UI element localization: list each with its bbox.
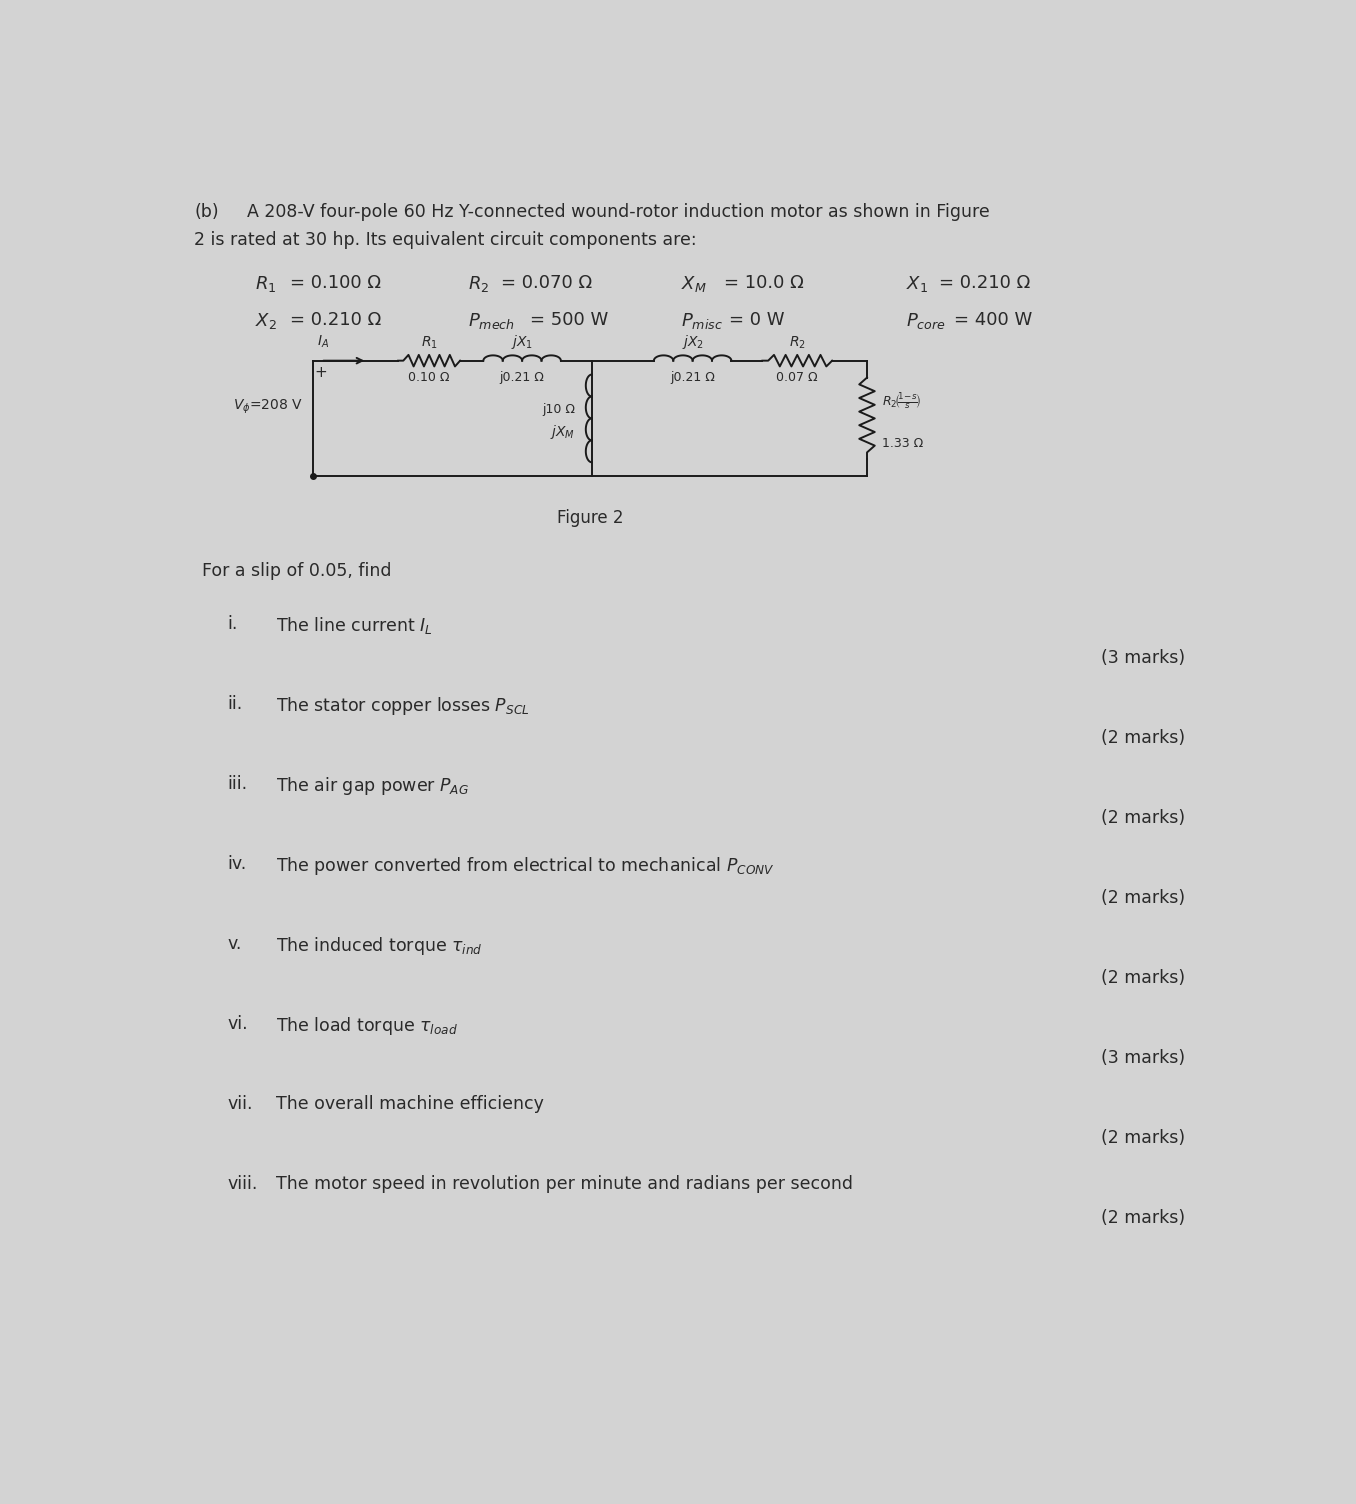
Text: The motor speed in revolution per minute and radians per second: The motor speed in revolution per minute… (277, 1175, 853, 1193)
Text: A 208-V four-pole 60 Hz Y-connected wound-rotor induction motor as shown in Figu: A 208-V four-pole 60 Hz Y-connected woun… (247, 203, 990, 221)
Text: = 0.210 Ω: = 0.210 Ω (940, 274, 1031, 292)
Text: $jX_1$: $jX_1$ (511, 332, 533, 350)
Text: (b): (b) (194, 203, 218, 221)
Text: v.: v. (228, 935, 241, 954)
Text: $X_1$: $X_1$ (906, 274, 928, 295)
Text: i.: i. (228, 615, 239, 633)
Text: j0.21 Ω: j0.21 Ω (500, 371, 545, 385)
Text: $P_{misc}$: $P_{misc}$ (681, 311, 723, 331)
Text: The induced torque $\tau_{ind}$: The induced torque $\tau_{ind}$ (277, 935, 483, 957)
Text: (2 marks): (2 marks) (1101, 1130, 1185, 1148)
Text: $X_2$: $X_2$ (255, 311, 277, 331)
Text: = 0.210 Ω: = 0.210 Ω (290, 311, 381, 328)
Text: iv.: iv. (228, 854, 247, 872)
Text: (2 marks): (2 marks) (1101, 889, 1185, 907)
Text: vi.: vi. (228, 1015, 248, 1033)
Text: (3 marks): (3 marks) (1101, 1050, 1185, 1066)
Text: = 400 W: = 400 W (953, 311, 1032, 328)
Text: viii.: viii. (228, 1175, 258, 1193)
Text: (2 marks): (2 marks) (1101, 729, 1185, 746)
Text: Figure 2: Figure 2 (557, 508, 624, 526)
Text: The power converted from electrical to mechanical $P_{CONV}$: The power converted from electrical to m… (277, 854, 776, 877)
Text: $R_2$: $R_2$ (468, 274, 490, 295)
Text: j0.21 Ω: j0.21 Ω (670, 371, 715, 385)
Text: The stator copper losses $P_{SCL}$: The stator copper losses $P_{SCL}$ (277, 695, 530, 717)
Text: = 0.100 Ω: = 0.100 Ω (290, 274, 381, 292)
Text: For a slip of 0.05, find: For a slip of 0.05, find (202, 562, 392, 581)
Text: +: + (315, 365, 327, 381)
Text: = 500 W: = 500 W (530, 311, 607, 328)
Text: The line current $I_L$: The line current $I_L$ (277, 615, 433, 636)
Text: $jX_2$: $jX_2$ (682, 332, 704, 350)
Text: 1.33 Ω: 1.33 Ω (883, 436, 923, 450)
Text: (3 marks): (3 marks) (1101, 648, 1185, 666)
Text: $I_A$: $I_A$ (317, 334, 330, 350)
Text: j10 Ω: j10 Ω (542, 403, 575, 415)
Text: $R_2$: $R_2$ (789, 334, 805, 350)
Text: $P_{mech}$: $P_{mech}$ (468, 311, 515, 331)
Text: The air gap power $P_{AG}$: The air gap power $P_{AG}$ (277, 775, 469, 797)
Text: (2 marks): (2 marks) (1101, 969, 1185, 987)
Text: The overall machine efficiency: The overall machine efficiency (277, 1095, 544, 1113)
Text: ii.: ii. (228, 695, 243, 713)
Text: iii.: iii. (228, 775, 248, 793)
Text: 0.07 Ω: 0.07 Ω (777, 371, 818, 385)
Text: $jX_M$: $jX_M$ (549, 423, 575, 441)
Text: $P_{core}$: $P_{core}$ (906, 311, 945, 331)
Text: (2 marks): (2 marks) (1101, 1209, 1185, 1227)
Text: 2 is rated at 30 hp. Its equivalent circuit components are:: 2 is rated at 30 hp. Its equivalent circ… (194, 232, 697, 250)
Text: = 0.070 Ω: = 0.070 Ω (502, 274, 593, 292)
Text: $R_1$: $R_1$ (255, 274, 277, 295)
Text: = 10.0 Ω: = 10.0 Ω (724, 274, 803, 292)
Text: $V_\phi$=208 V: $V_\phi$=208 V (233, 397, 304, 417)
Text: 0.10 Ω: 0.10 Ω (408, 371, 450, 385)
Text: (2 marks): (2 marks) (1101, 809, 1185, 827)
Text: $R_2\!\left(\!\frac{1\!-\!s}{s}\!\right)$: $R_2\!\left(\!\frac{1\!-\!s}{s}\!\right)… (883, 391, 922, 412)
Text: $X_M$: $X_M$ (681, 274, 706, 295)
Text: The load torque $\tau_{load}$: The load torque $\tau_{load}$ (277, 1015, 458, 1038)
Text: $R_1$: $R_1$ (420, 334, 438, 350)
Text: = 0 W: = 0 W (730, 311, 785, 328)
Text: vii.: vii. (228, 1095, 254, 1113)
